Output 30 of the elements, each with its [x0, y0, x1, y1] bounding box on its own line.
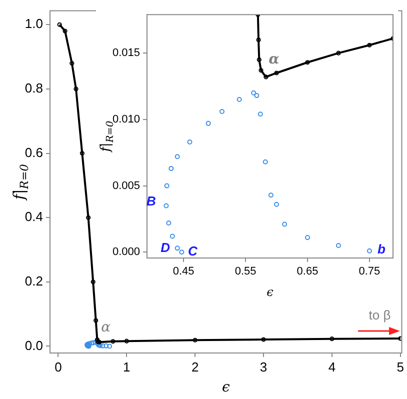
- y-tick-label: 1.0: [24, 16, 43, 32]
- y-tick-label: 0.8: [24, 80, 43, 96]
- annotation: α: [268, 52, 280, 68]
- y-axis-title: f|R=0: [10, 164, 32, 201]
- x-axis-title: ϵ: [266, 285, 274, 300]
- annotation: D: [160, 240, 171, 255]
- y-tick-label: 0.6: [24, 144, 43, 160]
- y-tick-label: 0.2: [24, 274, 43, 288]
- y-tick-label: 0.010: [112, 113, 140, 126]
- y-tick-label: 0.015: [112, 47, 140, 60]
- annotation: b: [377, 241, 386, 256]
- annotation: α: [101, 319, 112, 336]
- annotation: C: [188, 244, 198, 259]
- y-tick-label: 0.005: [112, 180, 140, 192]
- x-tick-label: 0.65: [296, 266, 318, 278]
- x-tick-label: 3: [260, 359, 268, 374]
- annotation: to β: [368, 308, 391, 323]
- x-tick-label: 1: [123, 359, 130, 374]
- y-tick-label: 0.0: [24, 338, 43, 353]
- y-tick-label: 0.000: [112, 246, 140, 258]
- y-tick-label: 0.4: [24, 209, 43, 224]
- x-tick-label: 4: [328, 359, 336, 374]
- x-tick-label: 0.55: [234, 266, 256, 278]
- x-tick-label: 0: [54, 359, 62, 374]
- x-tick-label: 0.75: [358, 266, 380, 278]
- x-axis-title: ϵ: [222, 380, 230, 396]
- x-tick-label: 5: [396, 359, 404, 374]
- x-tick-label: 2: [191, 359, 199, 374]
- annotation: B: [146, 193, 156, 208]
- x-tick-label: 0.45: [172, 266, 194, 278]
